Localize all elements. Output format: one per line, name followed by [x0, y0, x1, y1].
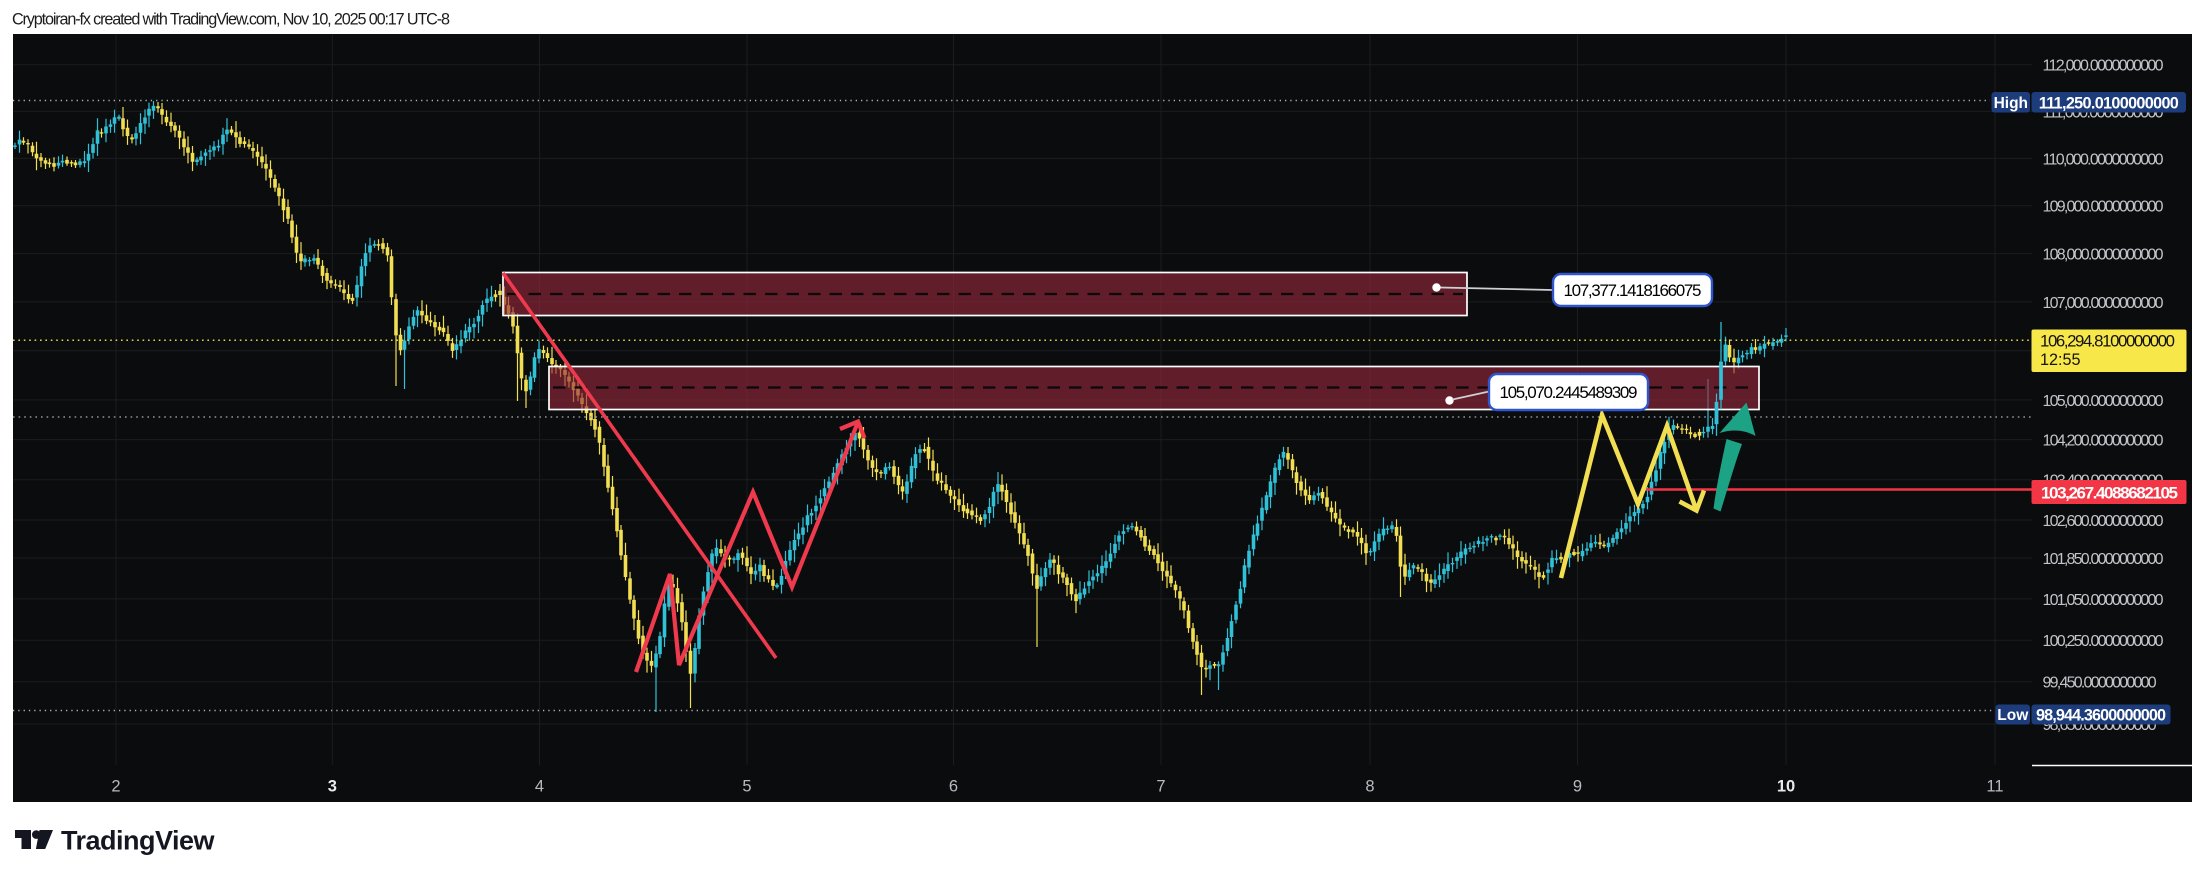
svg-text:2: 2 [111, 778, 120, 796]
svg-text:6: 6 [949, 778, 958, 796]
svg-text:5: 5 [742, 778, 751, 796]
svg-text:Cryptoiran-fx created with Tra: Cryptoiran-fx created with TradingView.c… [12, 11, 450, 29]
svg-text:TradingView: TradingView [61, 826, 216, 856]
svg-text:110,000.0000000000: 110,000.0000000000 [2043, 151, 2164, 168]
svg-text:High: High [1994, 95, 2028, 112]
svg-text:8: 8 [1365, 778, 1374, 796]
svg-text:102,600.0000000000: 102,600.0000000000 [2043, 513, 2164, 530]
svg-text:106,294.8100000000: 106,294.8100000000 [2040, 332, 2175, 351]
svg-text:109,000.0000000000: 109,000.0000000000 [2043, 199, 2164, 216]
svg-text:98,944.3600000000: 98,944.3600000000 [2036, 707, 2166, 725]
svg-text:10: 10 [1777, 778, 1795, 796]
svg-text:105,000.0000000000: 105,000.0000000000 [2043, 393, 2164, 410]
svg-text:103,267.4088682105: 103,267.4088682105 [2041, 483, 2178, 502]
svg-text:Low: Low [1997, 707, 2029, 724]
svg-text:112,000.0000000000: 112,000.0000000000 [2043, 58, 2164, 75]
svg-text:9: 9 [1573, 778, 1582, 796]
svg-text:7: 7 [1156, 778, 1165, 796]
svg-text:107,000.0000000000: 107,000.0000000000 [2043, 295, 2164, 312]
svg-text:100,250.0000000000: 100,250.0000000000 [2043, 633, 2164, 650]
svg-text:107,377.1418166075: 107,377.1418166075 [1564, 281, 1702, 300]
svg-text:108,000.0000000000: 108,000.0000000000 [2043, 247, 2164, 264]
svg-text:12:55: 12:55 [2040, 351, 2081, 369]
svg-text:101,050.0000000000: 101,050.0000000000 [2043, 592, 2164, 609]
svg-text:101,850.0000000000: 101,850.0000000000 [2043, 551, 2164, 568]
svg-text:99,450.0000000000: 99,450.0000000000 [2043, 675, 2157, 692]
svg-text:105,070.2445489309: 105,070.2445489309 [1500, 383, 1638, 402]
svg-text:3: 3 [328, 778, 337, 796]
svg-text:111,250.0100000000: 111,250.0100000000 [2039, 94, 2179, 112]
svg-text:104,200.0000000000: 104,200.0000000000 [2043, 433, 2164, 450]
svg-text:11: 11 [1986, 778, 2003, 796]
svg-text:4: 4 [535, 778, 544, 796]
